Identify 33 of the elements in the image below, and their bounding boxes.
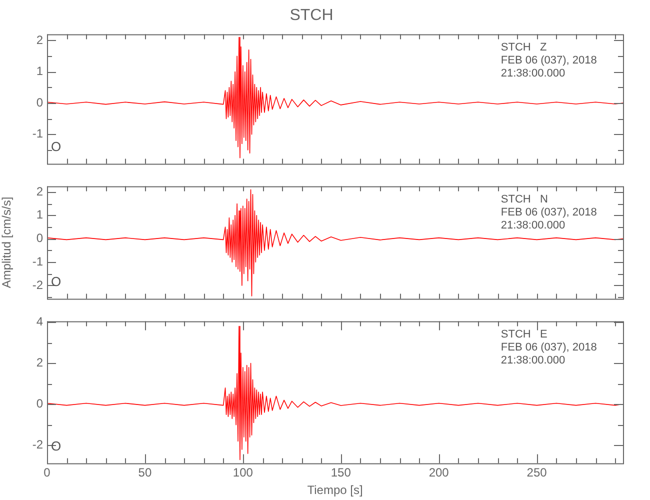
y-tick-label: 1	[36, 208, 44, 222]
x-axis-title: Tiempo [s]	[307, 483, 363, 498]
chart-title: STCH	[290, 7, 334, 24]
annotation: FEB 06 (037), 2018	[500, 54, 597, 67]
x-tick-label: 150	[330, 466, 352, 480]
annotation: O	[51, 138, 62, 154]
annotation: FEB 06 (037), 2018	[500, 206, 597, 219]
annotation: FEB 06 (037), 2018	[500, 342, 597, 354]
annotation: STCH Z	[500, 42, 547, 54]
annotation: 21:38:00.000	[500, 354, 566, 367]
y-tick-label: 0	[36, 231, 44, 246]
x-tick-label: 250	[526, 466, 548, 480]
y-tick-label: 0	[36, 396, 44, 411]
x-tick-label: 100	[232, 466, 254, 480]
annotation: STCH N	[500, 194, 548, 206]
x-tick-label: 200	[428, 466, 450, 480]
annotation: 21:38:00.000	[500, 220, 566, 232]
y-tick-label: -2	[32, 278, 44, 292]
annotation: STCH E	[500, 328, 548, 341]
y-axis-title: Amplitud [cm/s/s]	[0, 196, 14, 288]
y-tick-label: 2	[36, 356, 44, 370]
y-tick-label: 2	[36, 32, 44, 47]
y-tick-label: -1	[32, 254, 44, 268]
y-tick-label: -1	[32, 126, 44, 141]
y-tick-label: -2	[32, 438, 44, 452]
annotation: O	[51, 438, 62, 454]
y-tick-label: 1	[36, 64, 44, 78]
y-tick-label: 0	[36, 95, 44, 110]
annotation: O	[51, 274, 62, 289]
y-tick-label: 4	[36, 314, 44, 329]
annotation: 21:38:00.000	[500, 68, 566, 80]
y-tick-label: 2	[36, 184, 44, 198]
x-tick-label: 50	[138, 466, 152, 480]
